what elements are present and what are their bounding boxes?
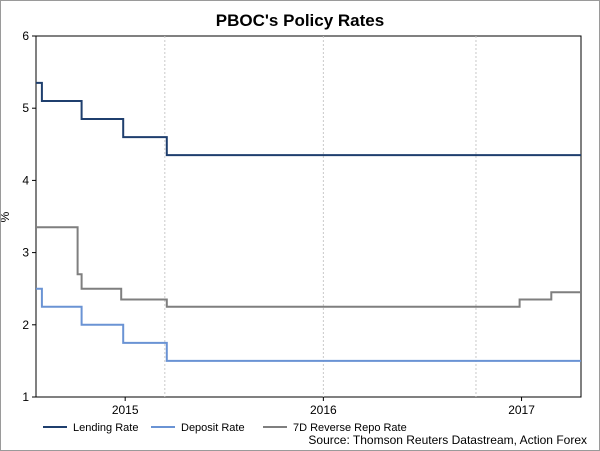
- legend: Lending Rate Deposit Rate 7D Reverse Repo …: [43, 422, 407, 434]
- legend-label-lending-rate: Lending Rate: [73, 422, 138, 434]
- series-layer: [36, 81, 581, 362]
- legend-label-deposit-rate: Deposit Rate: [181, 422, 245, 434]
- y-tick-layer: 1 2 3 4 5 6: [22, 29, 36, 404]
- y-tick-label-3: 3: [22, 246, 29, 260]
- source-note: Source: Thomson Reuters Datastream, Acti…: [308, 433, 587, 447]
- series-line-deposit-rate: [36, 287, 581, 362]
- series-line-lending-rate: [36, 81, 581, 157]
- plot-area-frame: [35, 35, 582, 398]
- y-tick-label-2: 2: [22, 318, 29, 332]
- y-tick-label-6: 6: [22, 29, 29, 43]
- legend-label-7d-reverse-repo-rate: 7D Reverse Repo Rate: [293, 422, 407, 434]
- grid-layer: [164, 36, 477, 397]
- y-tick-label-4: 4: [22, 173, 29, 187]
- x-tick-label-2015: 2015: [112, 403, 139, 417]
- x-tick-label-2016: 2016: [310, 403, 337, 417]
- series-line-7d-reverse-repo-rate: [36, 226, 581, 308]
- y-tick-label-5: 5: [22, 101, 29, 115]
- x-tick-label-2017: 2017: [508, 403, 535, 417]
- y-axis-label: %: [1, 211, 12, 222]
- y-tick-label-1: 1: [22, 390, 29, 404]
- x-tick-layer: 2015 2016 2017: [112, 397, 535, 417]
- chart-title: PBOC's Policy Rates: [216, 11, 384, 30]
